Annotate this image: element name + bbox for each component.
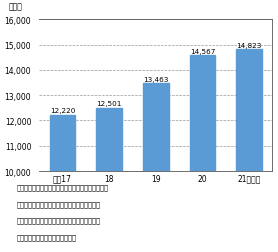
Text: （件）: （件） bbox=[9, 2, 23, 11]
Text: くとも、執拗なつきまといや無言電話等による: くとも、執拗なつきまといや無言電話等による bbox=[17, 217, 101, 223]
Text: 嫁がらせ行為を伴う事案を含む。: 嫁がらせ行為を伴う事案を含む。 bbox=[17, 233, 77, 240]
Bar bbox=[49, 115, 75, 252]
Text: 14,567: 14,567 bbox=[190, 49, 215, 55]
Bar bbox=[236, 50, 262, 252]
Text: 14,823: 14,823 bbox=[236, 42, 262, 48]
Text: 法に違反する事案のほか、刑罰法令に抜触しな: 法に違反する事案のほか、刑罰法令に抜触しな bbox=[17, 200, 101, 207]
Bar bbox=[143, 84, 168, 252]
Text: 注：ストーカー事案の認知件数は、ストーカー規制: 注：ストーカー事案の認知件数は、ストーカー規制 bbox=[17, 184, 109, 191]
Bar bbox=[190, 56, 215, 252]
Bar bbox=[96, 108, 122, 252]
Text: 13,463: 13,463 bbox=[143, 77, 168, 83]
Text: 12,501: 12,501 bbox=[96, 101, 122, 107]
Text: 12,220: 12,220 bbox=[50, 108, 75, 114]
